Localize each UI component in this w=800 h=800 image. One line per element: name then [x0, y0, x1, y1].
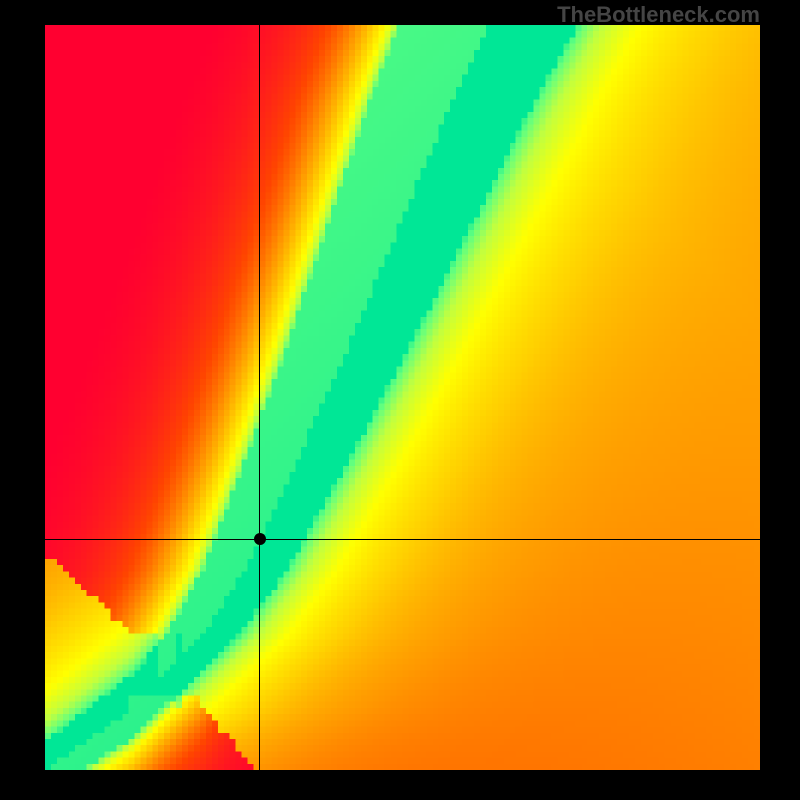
chart-container: TheBottleneck.com: [0, 0, 800, 800]
watermark-text: TheBottleneck.com: [557, 2, 760, 28]
heatmap-canvas: [45, 25, 760, 770]
crosshair-vertical: [259, 25, 260, 770]
marker-dot: [254, 533, 266, 545]
crosshair-horizontal: [45, 539, 760, 540]
